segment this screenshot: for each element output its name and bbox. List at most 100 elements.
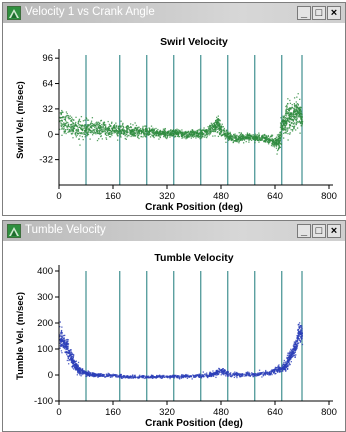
data-point (115, 129, 117, 132)
data-point (218, 124, 221, 126)
data-point (74, 122, 76, 125)
data-point (75, 132, 77, 134)
data-point (181, 137, 183, 139)
data-point (101, 124, 103, 126)
data-point (142, 128, 144, 130)
data-point (59, 335, 61, 337)
data-point (288, 356, 290, 358)
data-point (242, 374, 244, 376)
data-point (218, 368, 221, 370)
data-point (268, 139, 270, 141)
data-point (203, 127, 205, 129)
data-point (240, 138, 242, 140)
data-point (142, 377, 145, 379)
data-point (182, 132, 185, 134)
data-point (277, 139, 279, 141)
data-point (249, 374, 251, 377)
data-point (285, 364, 287, 366)
data-point (85, 129, 88, 131)
data-point (64, 130, 66, 133)
data-point (226, 129, 228, 131)
data-point (228, 137, 231, 139)
data-point (64, 339, 66, 342)
data-point (114, 375, 117, 377)
data-point (290, 352, 292, 354)
data-point (152, 127, 154, 129)
data-point (206, 374, 208, 376)
data-point (298, 333, 300, 335)
data-point (163, 130, 165, 132)
data-point (93, 375, 96, 377)
data-point (172, 374, 174, 376)
data-point (292, 114, 294, 116)
data-point (78, 370, 81, 373)
title-bar[interactable]: Tumble Velocity _ □ × (3, 221, 345, 241)
x-tick-label: 160 (105, 191, 121, 202)
maximize-button[interactable]: □ (312, 224, 326, 238)
data-point (294, 114, 297, 116)
close-button[interactable]: × (327, 6, 341, 20)
data-point (132, 377, 134, 379)
data-point (248, 133, 251, 135)
data-point (123, 375, 125, 377)
data-point (277, 143, 280, 145)
close-button[interactable]: × (327, 224, 341, 238)
data-point (275, 140, 277, 142)
data-point (202, 133, 204, 135)
data-point (299, 112, 302, 115)
data-point (268, 373, 270, 375)
data-point (64, 122, 66, 125)
data-point (67, 128, 69, 130)
data-point (281, 127, 283, 129)
data-point (279, 131, 281, 133)
data-point (96, 374, 98, 376)
data-point (266, 139, 268, 142)
data-point (281, 366, 284, 368)
data-point (116, 134, 118, 136)
data-point (212, 372, 215, 374)
data-point (170, 132, 172, 134)
data-point (126, 131, 128, 133)
data-point (231, 136, 233, 138)
data-point (173, 375, 175, 378)
data-point (134, 122, 136, 124)
minimize-button[interactable]: _ (297, 224, 311, 238)
y-tick-label: -100 (34, 396, 53, 407)
data-point (66, 338, 68, 341)
data-point (98, 373, 101, 375)
data-point (284, 125, 286, 127)
data-point (125, 133, 128, 135)
data-point (216, 121, 218, 123)
data-point (116, 139, 119, 141)
data-point (103, 128, 105, 131)
data-point (298, 120, 301, 122)
data-point (199, 129, 201, 131)
data-point (122, 125, 124, 128)
data-point (246, 132, 249, 134)
data-point (237, 136, 240, 138)
data-point (66, 115, 68, 117)
data-point (95, 127, 98, 129)
maximize-button[interactable]: □ (312, 6, 326, 20)
data-point (63, 346, 65, 348)
data-point (190, 137, 193, 139)
x-tick-label: 480 (213, 191, 229, 202)
title-bar[interactable]: Velocity 1 vs Crank Angle _ □ × (3, 3, 345, 23)
data-point (74, 366, 76, 368)
data-point (248, 374, 250, 376)
data-point (86, 130, 88, 132)
data-point (108, 136, 111, 138)
data-point (265, 369, 267, 372)
data-point (244, 373, 246, 375)
data-point (227, 133, 229, 135)
data-point (146, 132, 148, 134)
data-point (115, 128, 117, 131)
minimize-button[interactable]: _ (297, 6, 311, 20)
data-point (86, 119, 89, 121)
data-point (288, 108, 290, 111)
data-point (248, 137, 250, 139)
data-point (205, 136, 208, 139)
data-point (299, 341, 301, 343)
data-point (236, 376, 238, 379)
